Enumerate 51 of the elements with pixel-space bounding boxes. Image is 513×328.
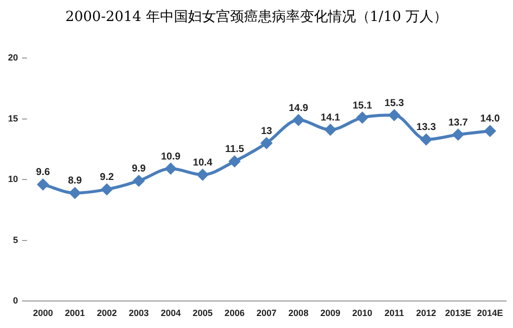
text: 14.9 <box>288 102 308 114</box>
x-tick-label: 2005 <box>192 308 213 318</box>
y-tick-label: 5 <box>12 234 18 245</box>
point <box>133 175 144 186</box>
text: 9.6 <box>36 167 50 178</box>
text: 13.7 <box>448 117 468 128</box>
point <box>420 134 432 145</box>
point <box>484 125 496 136</box>
x-tick-label: 2014E <box>477 308 504 318</box>
x-tick-label: 2003 <box>128 308 149 318</box>
point <box>165 163 176 174</box>
text: 9.2 <box>100 172 114 184</box>
text: 13 <box>260 126 272 137</box>
x-tick-label: 2002 <box>96 308 117 318</box>
y-tick-label: 20 <box>8 52 18 62</box>
x-tick-label: 2011 <box>384 308 404 318</box>
text: 8.9 <box>68 176 82 187</box>
text: 10.4 <box>192 157 212 168</box>
x-tick-label: 2004 <box>160 308 181 318</box>
text: 15.3 <box>384 98 404 109</box>
point <box>356 112 368 124</box>
x-tick-label: 2012 <box>416 308 436 318</box>
x-tick-label: 2008 <box>288 308 308 318</box>
x-tick-label: 2007 <box>256 308 277 318</box>
point <box>452 129 464 140</box>
point <box>37 178 48 190</box>
text: 15.1 <box>352 100 372 112</box>
x-tick-label: 2006 <box>224 308 245 318</box>
text: 14.1 <box>320 112 340 124</box>
x-tick-label: 2013E <box>445 308 472 318</box>
x-tick-label: 2009 <box>320 308 340 318</box>
chart-title: 2000-2014 年中国妇女宫颈癌患病率变化情况（1/10 万人） <box>64 8 449 27</box>
point <box>292 114 304 126</box>
y-tick-label: 10 <box>8 174 18 184</box>
x-tick-label: 2010 <box>352 308 372 318</box>
x-tick-label: 2001 <box>64 308 85 318</box>
x-tick-label: 2000 <box>32 308 53 318</box>
point <box>388 110 400 121</box>
text: 10.9 <box>160 151 180 162</box>
text: 9.9 <box>132 164 146 175</box>
point <box>69 187 80 198</box>
text: 14.0 <box>480 114 500 125</box>
point <box>261 138 272 149</box>
text: 13.3 <box>416 122 436 134</box>
text: 11.5 <box>225 144 244 156</box>
point <box>324 124 336 136</box>
point <box>229 156 240 167</box>
y-tick-label: 0 <box>12 296 18 306</box>
point <box>197 169 208 180</box>
y-tick-label: 15 <box>8 113 18 124</box>
point <box>101 184 112 195</box>
